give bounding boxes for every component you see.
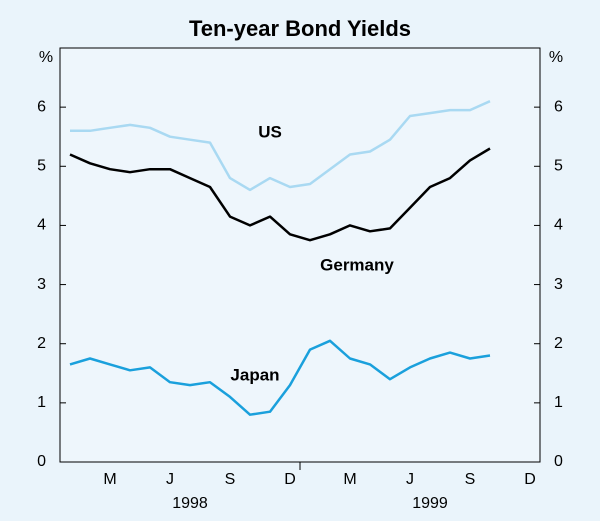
series-line (69, 147, 491, 242)
x-tick-label: S (225, 471, 236, 488)
y-tick-label: 4 (37, 217, 46, 234)
year-label: 1998 (172, 495, 208, 512)
chart-title: Ten-year Bond Yields (189, 16, 411, 41)
series-line (70, 100, 491, 192)
x-tick-label: D (524, 471, 536, 488)
y-tick-label: 1 (37, 394, 46, 411)
x-tick-label: D (284, 471, 296, 488)
x-tick-label: J (166, 471, 174, 488)
plot-frame (59, 47, 541, 463)
y-tick-label: 3 (37, 276, 46, 293)
y2-tick-label: 1 (554, 394, 563, 411)
year-label: 1999 (412, 495, 448, 512)
series-line (69, 339, 491, 416)
y-tick-label: 2 (37, 335, 46, 352)
series-label: Germany (320, 255, 394, 274)
y2-tick-label: 6 (554, 98, 563, 115)
y2-tick-label: 0 (554, 453, 563, 470)
x-tick-label: M (343, 471, 356, 488)
y2-tick-label: 3 (554, 276, 563, 293)
series-label: Japan (230, 365, 279, 384)
y-tick-label: 0 (37, 453, 46, 470)
y2-unit: % (549, 49, 563, 66)
x-tick-label: J (406, 471, 414, 488)
series-label: US (258, 122, 282, 141)
x-tick-label: S (465, 471, 476, 488)
y-tick-label: 5 (37, 158, 46, 175)
y2-tick-label: 2 (554, 335, 563, 352)
y2-tick-label: 4 (554, 217, 563, 234)
y2-tick-label: 5 (554, 158, 563, 175)
x-tick-label: M (103, 471, 116, 488)
y-unit: % (39, 49, 53, 66)
y-tick-label: 6 (37, 98, 46, 115)
